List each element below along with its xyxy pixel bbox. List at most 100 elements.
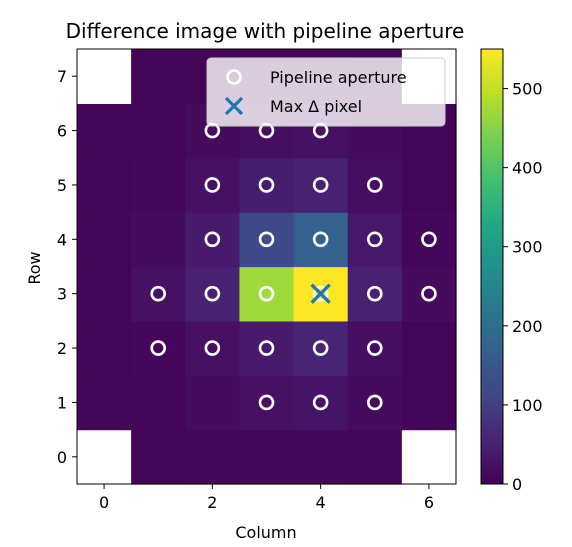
aperture-marker <box>312 285 329 302</box>
heatmap-cell <box>293 429 349 485</box>
heatmap-cell <box>401 375 457 431</box>
aperture-marker <box>204 340 221 356</box>
aperture-marker <box>258 285 275 302</box>
x-axis-label: Column <box>235 523 296 542</box>
heatmap-cell <box>77 103 132 159</box>
heatmap-cell <box>185 157 241 213</box>
heatmap-cell <box>347 266 403 322</box>
heatmap-cell <box>131 212 186 268</box>
heatmap-cell <box>131 157 186 213</box>
colorbar-tick-label: 500 <box>512 80 543 99</box>
y-tick-label: 1 <box>57 393 67 412</box>
heatmap-cell <box>401 212 457 268</box>
legend-label-max: Max Δ pixel <box>270 97 362 116</box>
aperture-marker <box>312 340 329 356</box>
y-axis-label: Row <box>25 251 44 284</box>
heatmap-cell <box>131 320 186 376</box>
heatmap-cell <box>239 429 295 485</box>
heatmap-cell <box>185 212 241 268</box>
max-pixel-marker <box>310 283 331 304</box>
aperture-marker <box>421 231 437 248</box>
heatmap-cell <box>347 157 403 213</box>
heatmap-cell <box>293 320 349 376</box>
heatmap-cell <box>131 103 186 159</box>
aperture-marker <box>258 394 275 411</box>
aperture-marker <box>258 231 275 248</box>
aperture-marker <box>366 340 383 356</box>
aperture-marker <box>150 285 167 302</box>
aperture-marker <box>312 177 329 193</box>
heatmap-cell <box>77 157 132 213</box>
heatmap-cell <box>131 429 186 485</box>
aperture-marker <box>312 231 329 248</box>
colorbar-gradient <box>480 48 504 485</box>
x-tick-label: 6 <box>424 493 434 512</box>
heatmap-cell <box>401 157 457 213</box>
aperture-marker <box>421 285 437 302</box>
colorbar-tick-label: 200 <box>512 317 543 336</box>
x-tick-label: 4 <box>316 493 326 512</box>
heatmap-cell <box>185 429 241 485</box>
heatmap-cells <box>77 49 457 485</box>
heatmap-cell <box>347 375 403 431</box>
heatmap-cell <box>77 429 132 485</box>
legend: Pipeline aperture Max Δ pixel <box>206 57 446 127</box>
x-tick-label: 2 <box>207 493 217 512</box>
heatmap-cell <box>77 266 132 322</box>
heatmap-cell <box>239 320 295 376</box>
heatmap-cell <box>185 266 241 322</box>
aperture-marker <box>150 340 167 356</box>
legend-aperture-marker <box>226 69 242 85</box>
chart-title: Difference image with pipeline aperture <box>66 19 465 43</box>
colorbar-tick-label: 0 <box>512 475 522 494</box>
heatmap-cell <box>293 157 349 213</box>
legend-box <box>206 57 446 127</box>
y-axis: 0 1 2 3 4 5 6 7 <box>57 67 77 467</box>
heatmap-cell <box>293 212 349 268</box>
x-axis: 0 2 4 6 <box>99 484 434 512</box>
heatmap-cell <box>131 375 186 431</box>
y-tick-label: 2 <box>57 339 67 358</box>
x-tick-label: 0 <box>99 493 109 512</box>
aperture-marker <box>366 394 383 411</box>
heatmap-cell <box>239 157 295 213</box>
heatmap-cell <box>77 49 132 104</box>
y-tick-label: 7 <box>57 67 67 86</box>
heatmap-cell <box>347 320 403 376</box>
y-tick-label: 0 <box>57 448 67 467</box>
colorbar: 0 100 200 300 400 500 <box>480 48 543 494</box>
heatmap-cell <box>347 212 403 268</box>
aperture-marker <box>204 285 221 302</box>
heatmap-cell <box>401 429 457 485</box>
aperture-markers <box>150 122 437 411</box>
heatmap-cell <box>239 266 295 322</box>
y-tick-label: 6 <box>57 122 67 141</box>
aperture-marker <box>312 394 329 411</box>
heatmap-cell <box>77 212 132 268</box>
aperture-marker <box>366 231 383 248</box>
colorbar-tick-label: 300 <box>512 238 543 257</box>
heatmap-cell <box>293 375 349 431</box>
legend-label-aperture: Pipeline aperture <box>270 68 407 87</box>
heatmap-cell <box>185 375 241 431</box>
heatmap-cell <box>239 212 295 268</box>
y-tick-label: 5 <box>57 176 67 195</box>
aperture-marker <box>204 231 221 248</box>
aperture-marker <box>366 177 383 193</box>
aperture-marker <box>258 177 275 193</box>
plot-frame <box>76 48 457 485</box>
y-tick-label: 3 <box>57 285 67 304</box>
aperture-marker <box>258 340 275 356</box>
heatmap-cell <box>131 49 186 104</box>
heatmap-cell <box>77 320 132 376</box>
y-tick-label: 4 <box>57 230 67 249</box>
colorbar-tick-label: 400 <box>512 159 543 178</box>
aperture-marker <box>204 177 221 193</box>
heatmap-cell <box>131 266 186 322</box>
aperture-marker <box>366 285 383 302</box>
colorbar-tick-label: 100 <box>512 396 543 415</box>
heatmap-cell <box>347 429 403 485</box>
heatmap-cell <box>401 266 457 322</box>
heatmap-cell <box>77 375 132 431</box>
